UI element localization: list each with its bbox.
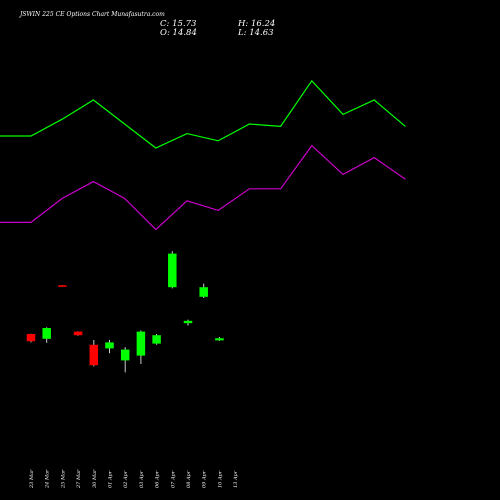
candle-02-apr bbox=[120, 347, 130, 373]
magenta-indicator-line bbox=[0, 144, 406, 231]
candle-01-apr bbox=[105, 340, 114, 354]
x-tick-label: 03 Apr bbox=[139, 470, 145, 488]
x-tick-label: 30 Mar bbox=[92, 469, 98, 488]
candle-07-apr bbox=[168, 251, 177, 289]
chart-title: JSWIN 225 CE Options Chart Munafasutra.c… bbox=[20, 11, 165, 18]
candle-09-apr bbox=[199, 283, 208, 298]
candle-27-mar bbox=[73, 331, 83, 336]
x-tick-label: 27 Mar bbox=[76, 469, 82, 489]
x-tick-label: 07 Apr bbox=[170, 470, 176, 488]
close-readout: C: 15.73 bbox=[160, 19, 197, 29]
candle-body bbox=[120, 349, 130, 361]
candles bbox=[26, 251, 224, 373]
x-axis-labels: 23 Mar 24 Mar 25 Mar 27 Mar 30 Mar 01 Apr 02 A… bbox=[29, 469, 239, 489]
high-readout: H: 16.24 bbox=[238, 19, 276, 29]
x-tick-label: 23 Mar bbox=[29, 469, 35, 489]
candle-body bbox=[26, 334, 36, 342]
candle-body bbox=[215, 338, 224, 341]
x-tick-label: 02 Apr bbox=[123, 470, 129, 488]
candle-body bbox=[89, 344, 99, 366]
candle-30-mar bbox=[89, 340, 99, 367]
x-tick-label: 10 Apr bbox=[217, 470, 223, 488]
candle-08-apr bbox=[183, 319, 193, 326]
candle-body bbox=[105, 342, 114, 349]
candle-body bbox=[73, 331, 83, 336]
open-readout: O: 14.84 bbox=[160, 28, 197, 38]
candle-body bbox=[168, 253, 177, 288]
candle-06-apr bbox=[152, 334, 161, 345]
candle-24-mar bbox=[42, 327, 51, 343]
candle-23-mar bbox=[26, 333, 36, 343]
candle-03-apr bbox=[136, 330, 146, 364]
indicator-lines bbox=[0, 79, 406, 231]
candle-10-apr bbox=[215, 337, 224, 341]
x-tick-label: 01 Apr bbox=[108, 470, 114, 488]
x-tick-label: 24 Mar bbox=[45, 469, 51, 489]
x-tick-label: 09 Apr bbox=[202, 470, 208, 488]
x-tick-label: 08 Apr bbox=[186, 470, 192, 488]
candle-body bbox=[152, 335, 161, 344]
candle-body bbox=[42, 328, 51, 339]
candle-body bbox=[136, 331, 146, 356]
candle-body bbox=[58, 285, 67, 287]
x-tick-label: 06 Apr bbox=[155, 470, 161, 488]
low-readout: L: 14.63 bbox=[238, 28, 274, 38]
candle-body bbox=[183, 320, 193, 324]
green-indicator-line bbox=[0, 79, 406, 149]
x-tick-label: 25 Mar bbox=[60, 469, 66, 489]
candle-body bbox=[199, 287, 208, 297]
x-tick-label: 13 Apr bbox=[233, 470, 239, 488]
candle-25-mar bbox=[58, 285, 67, 287]
